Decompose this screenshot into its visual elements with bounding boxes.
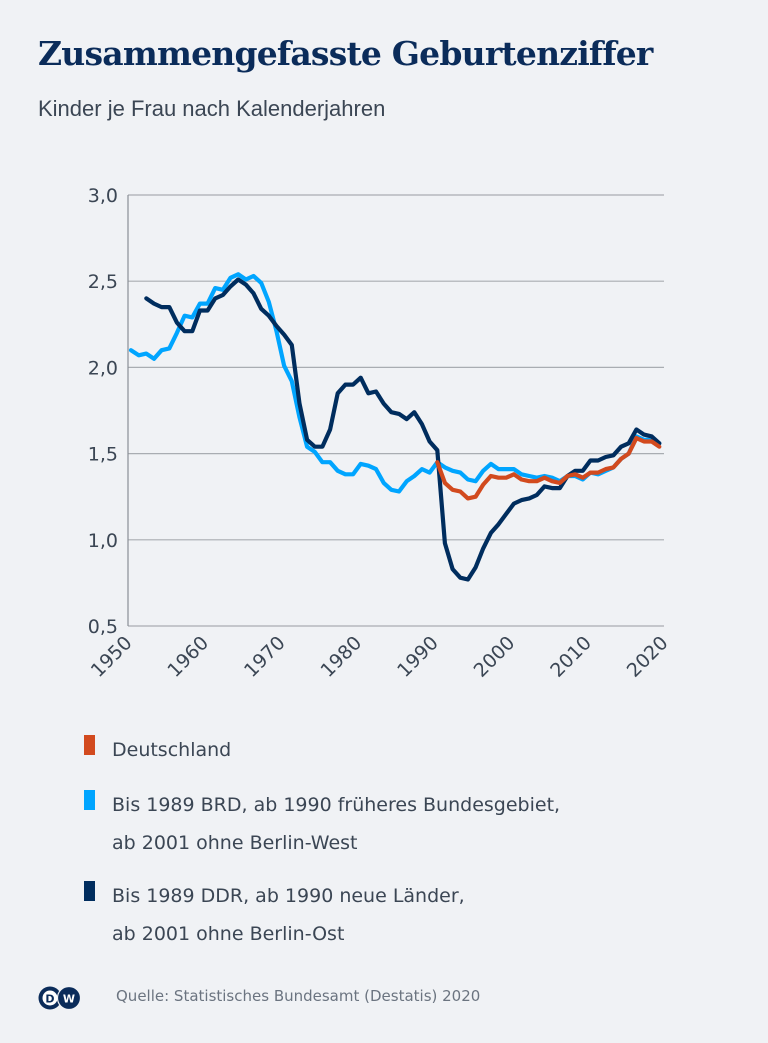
- x-tick-label: 1960: [163, 632, 213, 682]
- grid-lines: [128, 194, 664, 627]
- legend-line: ab 2001 ohne Berlin-Ost: [112, 923, 345, 945]
- x-tick-label: 1980: [316, 632, 366, 682]
- legend-line: Deutschland: [112, 739, 232, 761]
- dw-logo-letter-d: D: [45, 993, 54, 1006]
- source-note: Quelle: Statistisches Bundesamt (Destati…: [116, 987, 481, 1005]
- x-axis-ticks: 1950 1960 1970 1980 1990 2000 2010 2020: [87, 632, 673, 682]
- y-tick-label: 1,5: [88, 444, 118, 466]
- dw-logo-letter-w: W: [63, 993, 75, 1006]
- y-tick-label: 2,5: [88, 271, 118, 293]
- legend-line: Bis 1989 BRD, ab 1990 früheres Bundesgeb…: [112, 794, 561, 816]
- y-tick-label: 1,0: [88, 530, 118, 552]
- series-line-ost: [144, 277, 662, 582]
- x-tick-label: 2020: [623, 632, 673, 682]
- dw-logo: D W: [38, 986, 82, 1010]
- legend-swatch-ost: [84, 881, 95, 901]
- legend-swatch-deutschland: [84, 735, 95, 755]
- legend-swatch-west: [84, 790, 95, 810]
- legend-label: Deutschland: [112, 731, 231, 769]
- x-tick-label: 2010: [546, 632, 596, 682]
- legend-label: Bis 1989 DDR, ab 1990 neue Länder, ab 20…: [112, 877, 465, 953]
- line-chart: 0,5 1,0 1,5 2,0 2,5 3,0 1950 1960 1970 1980 1990 2…: [87, 185, 673, 682]
- y-axis-ticks: 0,5 1,0 1,5 2,0 2,5 3,0: [88, 185, 118, 638]
- legend-line: ab 2001 ohne Berlin-West: [112, 832, 358, 854]
- series-line-deutschland: [435, 436, 662, 501]
- x-tick-label: 1950: [87, 632, 137, 682]
- y-tick-label: 2,0: [88, 357, 118, 379]
- legend-line: Bis 1989 DDR, ab 1990 neue Länder,: [112, 885, 465, 907]
- x-tick-label: 1990: [393, 632, 443, 682]
- x-tick-label: 2000: [470, 632, 520, 682]
- legend-label: Bis 1989 BRD, ab 1990 früheres Bundesgeb…: [112, 786, 560, 862]
- dw-logo-inner-d: [42, 990, 58, 1006]
- series-lines: [128, 272, 662, 582]
- chart-title: Zusammengefasste Geburtenziffer: [38, 34, 653, 73]
- y-tick-label: 3,0: [88, 185, 118, 207]
- x-tick-label: 1970: [240, 632, 290, 682]
- chart-subtitle: Kinder je Frau nach Kalenderjahren: [38, 96, 386, 121]
- y-tick-label: 0,5: [88, 616, 118, 638]
